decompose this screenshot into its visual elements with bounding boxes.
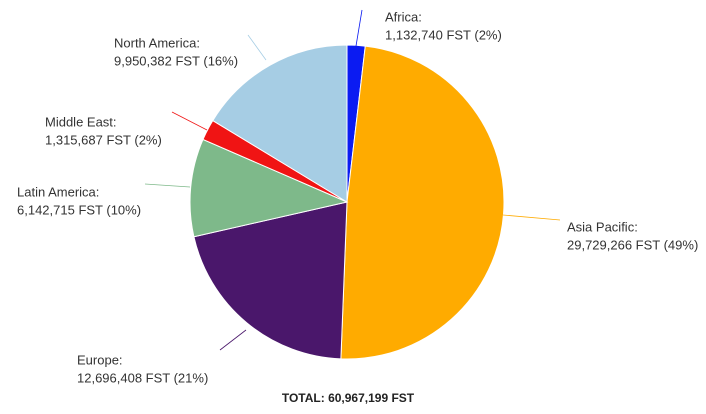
- slice-label: Africa:: [385, 9, 422, 24]
- pie-slice: [193, 201, 348, 360]
- leader-line: [247, 34, 267, 61]
- slice-value-label: 12,696,408 FST (21%): [77, 370, 208, 385]
- pie-slice: [212, 44, 348, 203]
- slice-label: Asia Pacific:: [567, 219, 638, 234]
- slice-value-label: 9,950,382 FST (16%): [114, 53, 238, 68]
- slice-value-label: 1,132,740 FST (2%): [385, 27, 502, 42]
- slice-label: Middle East:: [45, 114, 117, 129]
- slice-label: North America:: [114, 35, 200, 50]
- slice-value-label: 6,142,715 FST (10%): [17, 202, 141, 217]
- slice-label: Latin America:: [17, 184, 99, 199]
- total-label: TOTAL: 60,967,199 FST: [282, 391, 415, 405]
- leader-line: [502, 214, 561, 221]
- slice-label: Europe:: [77, 352, 123, 367]
- leader-line: [144, 183, 191, 188]
- leader-line: [171, 111, 208, 131]
- pie-slice: [340, 45, 505, 360]
- pie-slice: [189, 138, 349, 238]
- leader-line: [219, 329, 247, 351]
- leader-line: [355, 9, 363, 47]
- slice-value-label: 29,729,266 FST (49%): [567, 237, 698, 252]
- slice-value-label: 1,315,687 FST (2%): [45, 132, 162, 147]
